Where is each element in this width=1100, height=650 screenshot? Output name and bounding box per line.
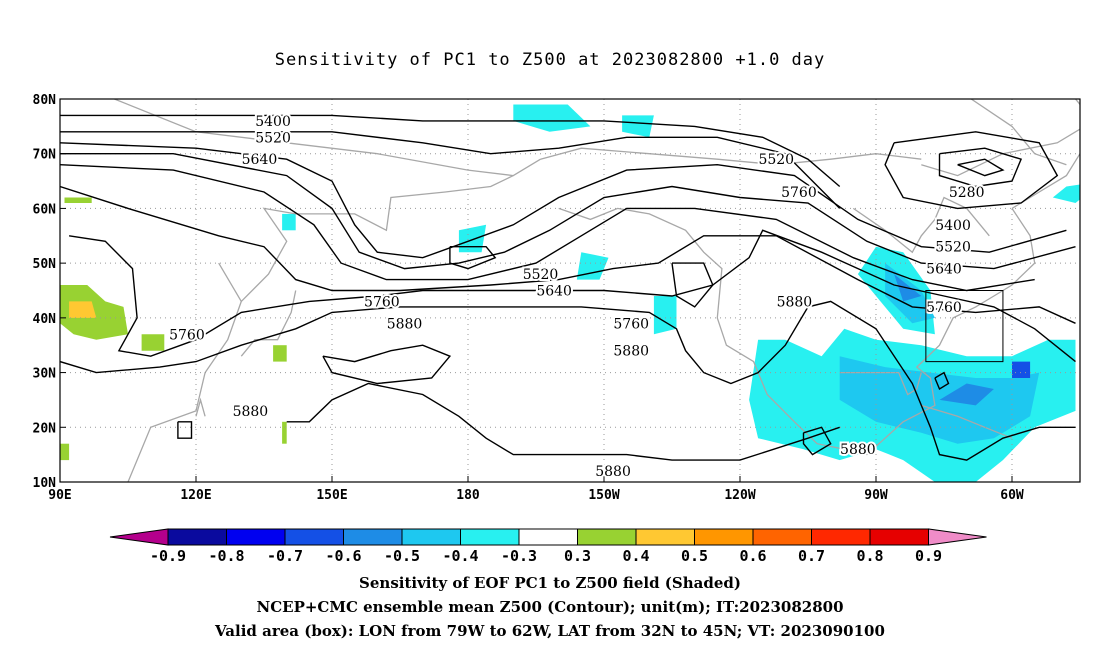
colorbar-min-arrow <box>109 528 169 546</box>
colorbar-segment <box>811 528 871 546</box>
lon-tick-label: 150W <box>588 488 619 503</box>
colorbar-segment <box>635 528 695 546</box>
colorbar-label: 0.7 <box>798 547 825 565</box>
contour-label: 5640 <box>536 284 572 300</box>
plot-frame <box>59 98 1081 483</box>
contour-label: 5880 <box>233 404 269 420</box>
contour-label: 5880 <box>595 464 631 480</box>
colorbar: -0.9 -0.8 -0.7 -0.6 -0.5 -0.4 -0.3 0.3 0.4 0.5 0.6… <box>109 528 987 565</box>
colorbar-segment <box>401 528 461 546</box>
contour-label: 5520 <box>935 240 971 256</box>
contour-label: 5880 <box>613 344 649 360</box>
figure-title: Sensitivity of PC1 to Z500 at 2023082800… <box>274 50 826 70</box>
valid-area-box <box>925 290 1004 363</box>
lon-tick-label: 150E <box>316 488 347 503</box>
contour-label: 5880 <box>777 294 813 310</box>
contour-label: 5640 <box>242 152 278 168</box>
contour-label: 5400 <box>255 114 291 130</box>
colorbar-label: 0.9 <box>915 547 942 565</box>
contour-label: 5760 <box>926 300 962 316</box>
contour-label: 5760 <box>364 294 400 310</box>
lon-tick-label: 180 <box>456 488 480 503</box>
lat-tick-label: 10N <box>33 476 57 491</box>
caption-line-3: Valid area (box): LON from 79W to 62W, L… <box>215 622 885 640</box>
lat-tick-label: 60N <box>33 202 57 217</box>
caption-line-1: Sensitivity of EOF PC1 to Z500 field (Sh… <box>359 574 741 592</box>
colorbar-label: 0.3 <box>564 547 591 565</box>
contour-label: 5520 <box>758 152 794 168</box>
lon-tick-label: 120E <box>180 488 211 503</box>
colorbar-label: 0.5 <box>681 547 708 565</box>
colorbar-label: 0.4 <box>622 547 649 565</box>
colorbar-label: -0.6 <box>325 547 361 565</box>
contour-label: 5400 <box>935 218 971 234</box>
lat-tick-label: 80N <box>33 93 57 108</box>
caption-line-2: NCEP+CMC ensemble mean Z500 (Contour); u… <box>256 598 844 616</box>
contour-label: 5520 <box>255 130 291 146</box>
colorbar-segment <box>752 528 812 546</box>
colorbar-segment <box>869 528 929 546</box>
contour-label: 5760 <box>613 316 649 332</box>
colorbar-label: -0.8 <box>208 547 244 565</box>
colorbar-segment <box>518 528 578 546</box>
contour-label: 5520 <box>523 267 559 283</box>
lat-tick-label: 40N <box>33 312 57 327</box>
colorbar-label: -0.7 <box>267 547 303 565</box>
colorbar-segment <box>284 528 344 546</box>
colorbar-label: 0.8 <box>856 547 883 565</box>
colorbar-segment <box>226 528 286 546</box>
colorbar-segment <box>577 528 637 546</box>
lat-tick-label: 30N <box>33 367 57 382</box>
colorbar-label: -0.3 <box>501 547 537 565</box>
colorbar-segment <box>460 528 520 546</box>
colorbar-max-arrow <box>928 528 987 546</box>
colorbar-segment <box>167 528 227 546</box>
lat-tick-label: 20N <box>33 421 57 436</box>
lon-tick-label: 90W <box>864 488 888 503</box>
colorbar-segment <box>694 528 754 546</box>
contour-label: 5280 <box>949 185 985 201</box>
contour-label: 5640 <box>926 262 962 278</box>
contour-label: 5880 <box>387 316 423 332</box>
colorbar-label: -0.9 <box>150 547 186 565</box>
colorbar-label: -0.5 <box>384 547 420 565</box>
lon-tick-label: 90E <box>48 488 71 503</box>
colorbar-label: -0.4 <box>442 547 478 565</box>
lon-tick-label: 120W <box>724 488 755 503</box>
contour-label: 5760 <box>781 185 817 201</box>
z500-contours <box>60 114 1076 461</box>
contour-label: 5880 <box>840 442 876 458</box>
lat-tick-label: 50N <box>33 257 57 272</box>
lat-tick-label: 70N <box>33 148 57 163</box>
lon-tick-label: 60W <box>1000 488 1024 503</box>
colorbar-label: 0.6 <box>739 547 766 565</box>
sensitivity-shading <box>60 104 1080 482</box>
contour-label: 5760 <box>169 327 205 343</box>
colorbar-segment <box>343 528 403 546</box>
